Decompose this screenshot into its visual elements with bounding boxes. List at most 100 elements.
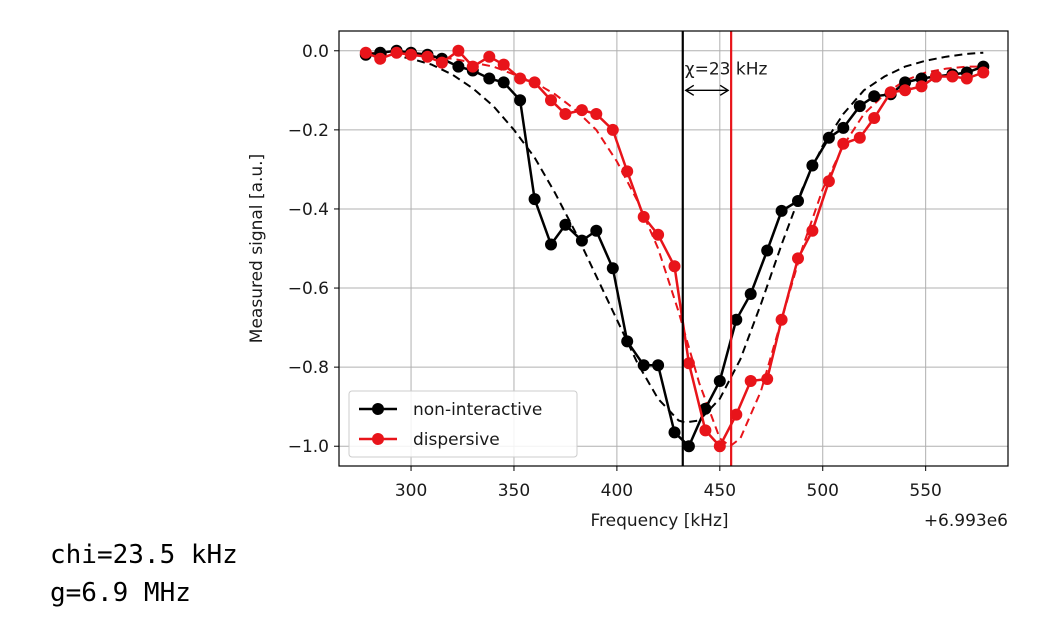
y-axis-label: Measured signal [a.u.] bbox=[247, 154, 267, 343]
data-point-non-interactive bbox=[483, 72, 496, 85]
chi-arrow-head-right bbox=[719, 84, 730, 96]
series-line-dispersive bbox=[365, 49, 984, 449]
data-point-dispersive bbox=[390, 46, 403, 59]
plot-frame bbox=[338, 30, 1009, 467]
data-point-dispersive bbox=[837, 137, 850, 150]
data-point-dispersive bbox=[466, 60, 479, 73]
y-tick-label: −0.2 bbox=[288, 121, 329, 141]
data-point-non-interactive bbox=[606, 262, 619, 275]
data-point-dispersive bbox=[868, 112, 881, 124]
data-point-dispersive bbox=[713, 440, 726, 453]
chi-label: χ=23 kHz bbox=[685, 60, 768, 80]
data-point-dispersive bbox=[452, 44, 465, 57]
vertical-lines bbox=[681, 31, 733, 466]
output-chi: chi=23.5 kHz bbox=[50, 540, 238, 570]
x-tick-label: 350 bbox=[498, 481, 530, 501]
data-point-dispersive bbox=[960, 72, 973, 85]
data-point-non-interactive bbox=[559, 218, 572, 231]
data-point-non-interactive bbox=[497, 76, 510, 89]
x-tick-label: 400 bbox=[601, 481, 633, 501]
data-point-non-interactive bbox=[761, 244, 774, 257]
data-point-non-interactive bbox=[575, 234, 588, 247]
data-point-dispersive bbox=[884, 86, 897, 99]
data-point-dispersive bbox=[806, 224, 819, 237]
data-point-non-interactive bbox=[590, 224, 603, 237]
data-point-non-interactive bbox=[528, 193, 541, 206]
data-point-non-interactive bbox=[652, 359, 665, 372]
data-point-non-interactive bbox=[668, 426, 681, 439]
data-point-dispersive bbox=[637, 210, 650, 223]
series-line-non-interactive bbox=[365, 49, 984, 449]
y-axis-ticks: 0.0 −0.2 −0.4 −0.6 −0.8 −1.0 bbox=[288, 42, 339, 457]
chi-annotation: χ=23 kHz bbox=[684, 60, 768, 96]
data-point-non-interactive bbox=[853, 100, 866, 113]
output-g: g=6.9 MHz bbox=[50, 578, 191, 608]
x-axis-label: Frequency [kHz] bbox=[590, 511, 728, 531]
fit-curves bbox=[365, 51, 984, 448]
data-point-non-interactive bbox=[792, 195, 804, 207]
data-point-dispersive bbox=[575, 104, 588, 117]
data-point-dispersive bbox=[545, 94, 557, 107]
data-point-dispersive bbox=[761, 373, 774, 385]
y-tick-label: 0.0 bbox=[302, 42, 329, 62]
data-point-dispersive bbox=[497, 58, 510, 71]
data-point-dispersive bbox=[744, 375, 757, 387]
data-point-dispersive bbox=[946, 70, 959, 83]
data-point-dispersive bbox=[853, 131, 866, 144]
data-point-dispersive bbox=[528, 76, 541, 89]
legend-box bbox=[348, 390, 578, 458]
chi-arrow-head-left bbox=[684, 84, 695, 96]
data-series bbox=[359, 44, 990, 453]
data-point-non-interactive bbox=[545, 238, 557, 251]
legend-marker-dispersive bbox=[372, 433, 384, 445]
legend-label-non-interactive: non-interactive bbox=[413, 400, 542, 420]
data-point-non-interactive bbox=[837, 121, 850, 134]
data-point-dispersive bbox=[374, 52, 387, 65]
data-point-dispersive bbox=[621, 165, 634, 178]
data-point-dispersive bbox=[730, 408, 743, 421]
data-point-dispersive bbox=[915, 80, 928, 93]
data-point-dispersive bbox=[421, 50, 434, 63]
legend: non-interactive dispersive bbox=[348, 390, 578, 458]
x-tick-label: 300 bbox=[395, 481, 427, 501]
data-point-non-interactive bbox=[713, 375, 726, 387]
data-point-dispersive bbox=[514, 72, 527, 85]
x-axis-offset-label: +6.993e6 bbox=[924, 511, 1008, 531]
data-point-dispersive bbox=[359, 46, 372, 59]
data-point-dispersive bbox=[682, 357, 695, 370]
data-point-dispersive bbox=[930, 70, 942, 83]
data-point-dispersive bbox=[652, 228, 665, 241]
data-point-dispersive bbox=[405, 48, 417, 61]
data-point-non-interactive bbox=[637, 359, 650, 372]
data-point-non-interactive bbox=[744, 288, 757, 300]
data-point-non-interactive bbox=[452, 60, 465, 73]
fit-curve-2 bbox=[365, 51, 984, 448]
data-point-non-interactive bbox=[730, 313, 743, 326]
data-point-non-interactive bbox=[775, 204, 788, 217]
data-point-non-interactive bbox=[621, 335, 634, 348]
data-point-dispersive bbox=[775, 313, 788, 326]
data-point-dispersive bbox=[899, 84, 912, 97]
data-point-dispersive bbox=[977, 66, 990, 79]
legend-marker-non-interactive bbox=[372, 403, 384, 415]
y-tick-label: −0.4 bbox=[288, 200, 329, 220]
data-point-non-interactive bbox=[868, 90, 881, 103]
x-axis-ticks: 300 350 400 450 500 550 bbox=[395, 466, 942, 501]
data-point-non-interactive bbox=[822, 131, 835, 144]
data-point-dispersive bbox=[668, 260, 681, 273]
data-point-dispersive bbox=[590, 108, 603, 120]
data-point-dispersive bbox=[606, 123, 619, 136]
x-tick-label: 500 bbox=[807, 481, 839, 501]
data-point-non-interactive bbox=[682, 440, 695, 453]
data-point-dispersive bbox=[435, 56, 448, 69]
data-point-non-interactive bbox=[699, 402, 712, 415]
x-tick-label: 550 bbox=[909, 481, 941, 501]
y-tick-label: −0.6 bbox=[288, 279, 329, 299]
data-point-dispersive bbox=[699, 424, 712, 437]
x-tick-label: 450 bbox=[704, 481, 736, 501]
data-point-dispersive bbox=[822, 175, 835, 188]
data-point-dispersive bbox=[483, 50, 496, 63]
data-point-non-interactive bbox=[806, 159, 819, 172]
data-point-dispersive bbox=[559, 108, 572, 120]
chart: χ=23 kHz 300 350 400 450 500 550 0.0 −0.2 −0.4 −… bbox=[247, 30, 1009, 531]
